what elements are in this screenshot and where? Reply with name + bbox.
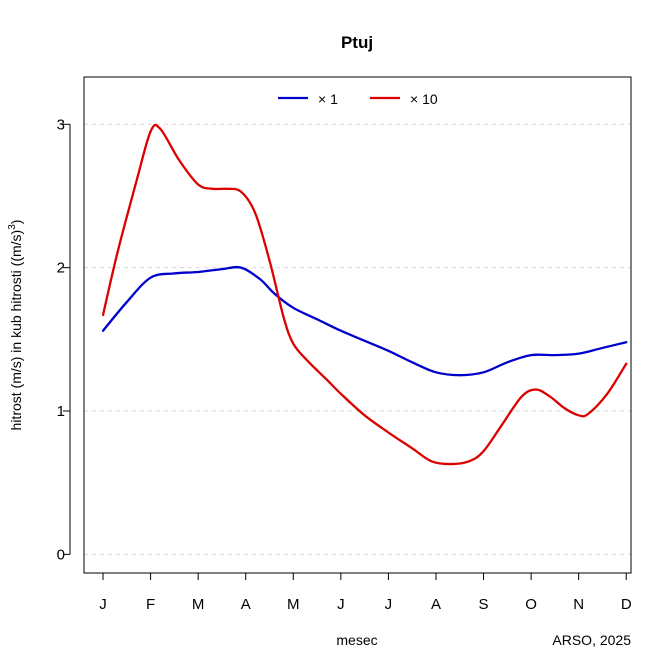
- series-layer: [101, 123, 628, 466]
- x-tick-label-2: M: [192, 596, 205, 613]
- y-tick-label-2: 2: [57, 260, 65, 277]
- y-axis-label-close: ): [8, 220, 24, 225]
- grid-lines: [84, 123, 631, 555]
- legend-label-x1: × 1: [318, 91, 338, 107]
- y-tick-label-1: 1: [57, 403, 65, 420]
- y-tick-label-0: 0: [57, 546, 65, 563]
- chart-title: Ptuj: [341, 33, 373, 52]
- x-tick-label-1: F: [146, 596, 155, 613]
- x-tick-label-9: O: [525, 596, 537, 613]
- series-line-0: [101, 265, 628, 377]
- x-tick-label-3: A: [241, 596, 251, 613]
- x-tick-label-7: A: [431, 596, 441, 613]
- legend-label-x10: × 10: [410, 91, 438, 107]
- y-axis-label-superscript: 3: [7, 224, 18, 230]
- x-tick-label-8: S: [479, 596, 489, 613]
- x-tick-label-6: J: [385, 596, 393, 613]
- y-axis-label-main: hitrost (m/s) in kub hitrosti ((m/s): [8, 230, 24, 431]
- credit-text: ARSO, 2025: [552, 632, 631, 648]
- y-axis: 0 1 2 3: [57, 116, 71, 563]
- legend: × 1 × 10: [278, 91, 438, 107]
- x-tick-label-0: J: [99, 596, 107, 613]
- x-tick-label-4: M: [287, 596, 300, 613]
- plot-frame: [83, 76, 632, 574]
- x-axis-label: mesec: [336, 632, 377, 648]
- x-tick-label-11: D: [621, 596, 632, 613]
- y-tick-label-3: 3: [57, 116, 65, 133]
- x-tick-label-10: N: [573, 596, 584, 613]
- x-tick-label-5: J: [337, 596, 345, 613]
- series-line-1: [101, 123, 628, 466]
- y-axis-label: hitrost (m/s) in kub hitrosti ((m/s)3): [7, 220, 24, 431]
